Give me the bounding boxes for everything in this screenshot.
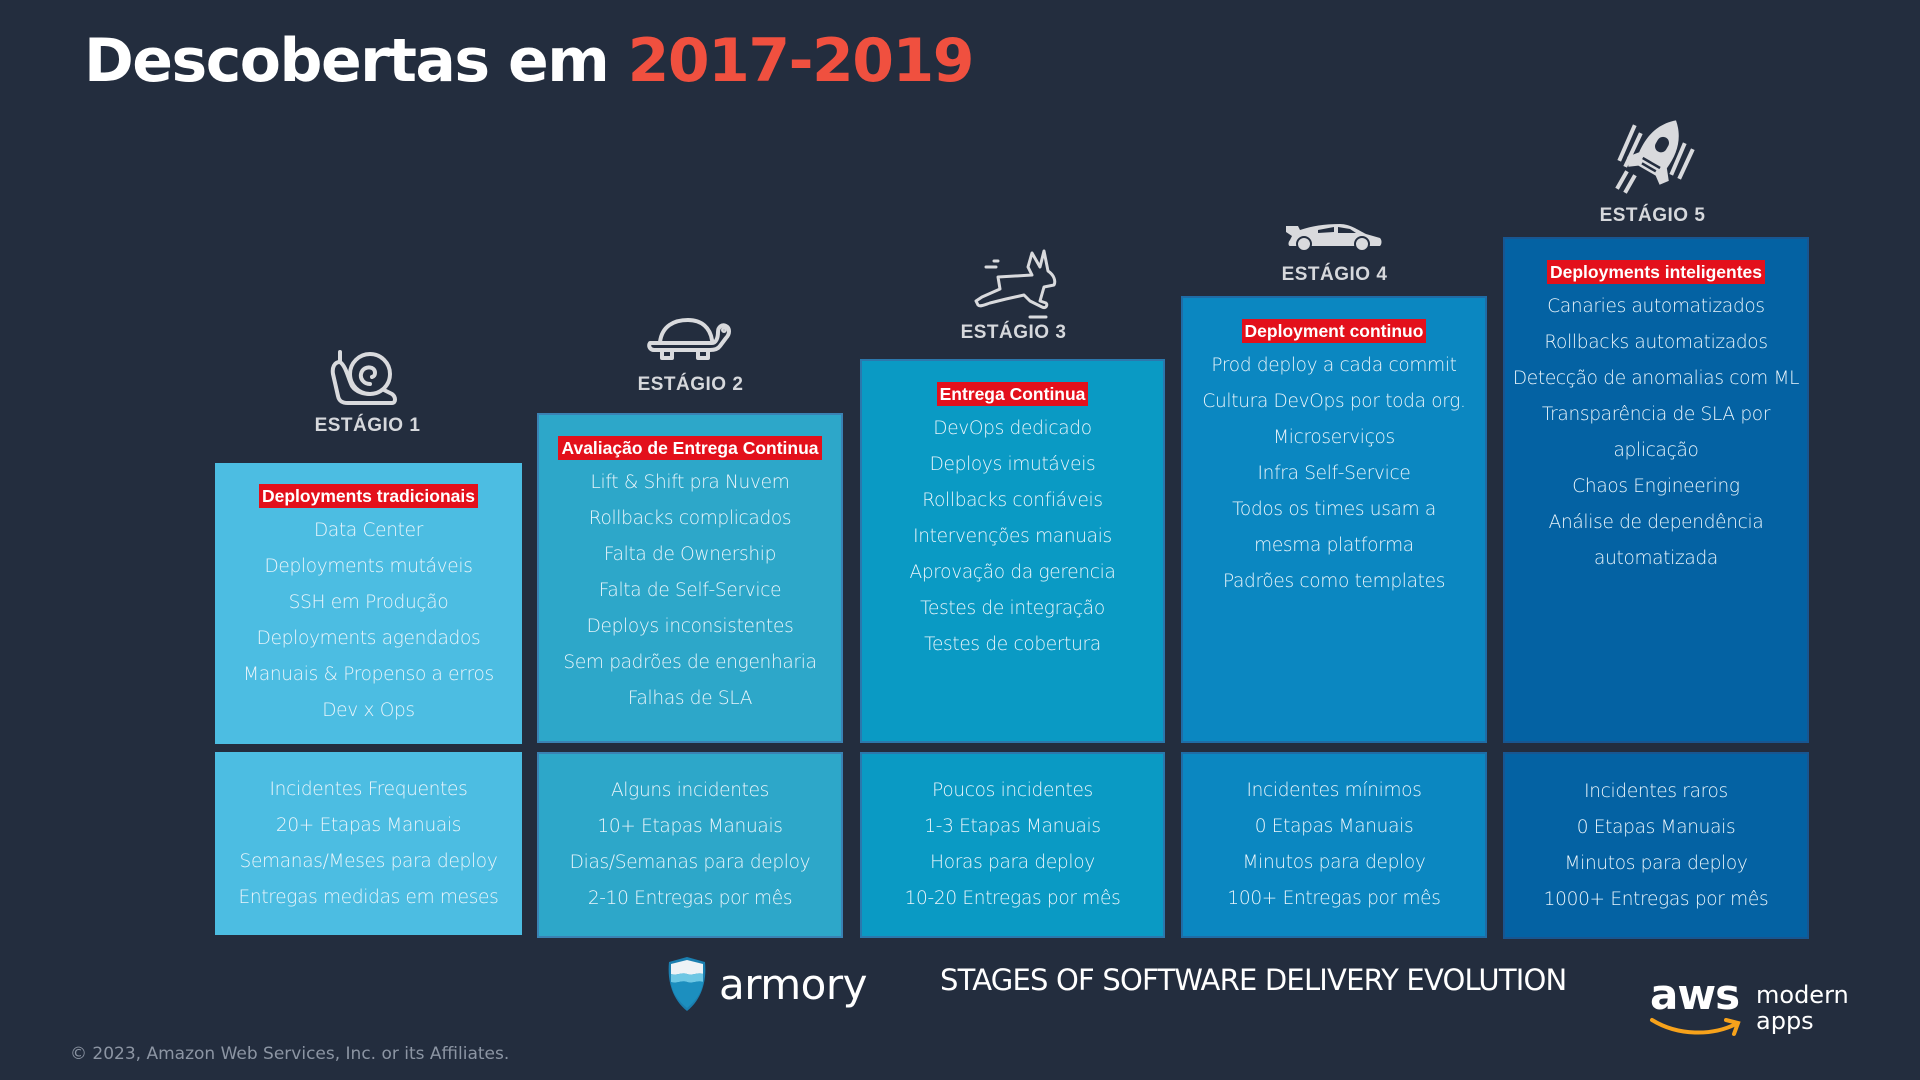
stage-1-label: ESTÁGIO 1 [314, 415, 421, 436]
metric-item: 0 Etapas Manuais [1254, 816, 1414, 837]
list-item: SSH em Produção [288, 592, 449, 613]
aws-wordmark: aws [1650, 970, 1740, 1019]
metric-item: Incidentes mínimos [1246, 780, 1422, 801]
snail-icon [330, 348, 398, 406]
stage-2-metrics: Alguns incidentes 10+ Etapas Manuais Dia… [537, 752, 843, 938]
copyright-notice: © 2023, Amazon Web Services, Inc. or its… [70, 1044, 510, 1064]
metric-item: Alguns incidentes [610, 780, 770, 801]
sports-car-icon [1284, 220, 1384, 252]
list-item: Falhas de SLA [627, 688, 753, 709]
metric-item: 10+ Etapas Manuais [597, 816, 783, 837]
turtle-icon [646, 316, 732, 362]
list-item: Manuais & Propenso a erros [243, 664, 494, 685]
title-main: Descobertas em [84, 26, 628, 96]
metric-item: Minutos para deploy [1564, 852, 1748, 874]
stage-2-heading: Avaliação de Entrega Continua [558, 436, 822, 460]
metric-item: Incidentes Frequentes [269, 778, 468, 800]
list-item: Chaos Engineering [1572, 476, 1740, 497]
metric-item: 1000+ Entregas por mês [1543, 888, 1769, 910]
list-item: Testes de cobertura [924, 634, 1101, 655]
list-item: Deployments agendados [256, 628, 481, 649]
stage-5-label: ESTÁGIO 5 [1599, 205, 1706, 226]
stage-3-label: ESTÁGIO 3 [960, 322, 1067, 343]
list-item: Aprovação da gerencia [909, 562, 1116, 583]
title-accent-years: 2017-2019 [627, 26, 975, 96]
list-item: Lift & Shift pra Nuvem [590, 472, 790, 493]
list-item: Infra Self-Service [1257, 463, 1411, 484]
stage-1-metrics: Incidentes Frequentes 20+ Etapas Manuais… [215, 752, 522, 935]
diagram-subtitle: STAGES OF SOFTWARE DELIVERY EVOLUTION [940, 963, 1567, 997]
page-title: Descobertas em 2017-2019 [84, 26, 975, 96]
stage-4-heading: Deployment continuo [1241, 319, 1427, 343]
rabbit-icon [972, 245, 1058, 321]
list-item: Deployments mutáveis [264, 556, 473, 577]
metric-item: Minutos para deploy [1242, 852, 1426, 873]
stage-4-label: ESTÁGIO 4 [1281, 264, 1388, 285]
metric-item: Dias/Semanas para deploy [569, 852, 811, 873]
stage-5-characteristics: Deployments inteligentes Canaries automa… [1503, 237, 1809, 743]
list-item: Rollbacks confiáveis [922, 490, 1103, 511]
metric-item: 10-20 Entregas por mês [904, 888, 1121, 909]
list-item: Microserviços [1273, 427, 1395, 448]
list-item: Intervenções manuais [913, 526, 1112, 547]
stage-2-label: ESTÁGIO 2 [637, 374, 744, 395]
aws-modern-apps-logo: aws modern apps [1648, 970, 1849, 1048]
list-item: Canaries automatizados [1547, 296, 1765, 317]
stage-5-heading: Deployments inteligentes [1547, 260, 1765, 284]
list-item: Cultura DevOps por toda org. [1202, 391, 1466, 412]
metric-item: 2-10 Entregas por mês [587, 888, 793, 909]
armory-shield-icon [665, 956, 709, 1012]
stage-1-heading: Deployments tradicionais [259, 484, 478, 508]
metric-item: 20+ Etapas Manuais [275, 814, 462, 836]
metric-item: Entregas medidas em meses [238, 886, 499, 908]
aws-product-line-2: apps [1756, 1007, 1814, 1035]
list-item: Transparência de SLA por aplicação [1541, 404, 1771, 461]
list-item: Dev x Ops [322, 700, 415, 721]
list-item: Falta de Self-Service [598, 580, 782, 601]
stage-3-characteristics: Entrega Continua DevOps dedicado Deploys… [860, 359, 1165, 743]
list-item: Rollbacks complicados [588, 508, 792, 529]
aws-smile-icon [1648, 1014, 1744, 1038]
stage-3-metrics: Poucos incidentes 1-3 Etapas Manuais Hor… [860, 752, 1165, 938]
aws-product-name: modern apps [1756, 982, 1849, 1034]
metric-item: 1-3 Etapas Manuais [924, 816, 1101, 837]
list-item: Falta de Ownership [603, 544, 777, 565]
armory-logo: armory [665, 955, 868, 1013]
list-item: Todos os times usam a mesma platforma [1232, 499, 1436, 556]
metric-item: 0 Etapas Manuais [1576, 816, 1736, 838]
list-item: Padrões como templates [1222, 571, 1446, 592]
list-item: Deploys imutáveis [929, 454, 1096, 475]
stage-5-metrics: Incidentes raros 0 Etapas Manuais Minuto… [1503, 752, 1809, 939]
list-item: Sem padrões de engenharia [563, 652, 817, 673]
stage-1-characteristics: Deployments tradicionais Data Center Dep… [215, 463, 522, 744]
stage-2-characteristics: Avaliação de Entrega Continua Lift & Shi… [537, 413, 843, 743]
armory-wordmark: armory [719, 959, 868, 1009]
list-item: Testes de integração [920, 598, 1105, 619]
rocket-icon [1610, 113, 1702, 197]
metric-item: Poucos incidentes [932, 780, 1093, 801]
list-item: Data Center [313, 520, 424, 541]
metric-item: Incidentes raros [1584, 780, 1728, 802]
stage-3-heading: Entrega Continua [936, 382, 1089, 406]
aws-product-line-1: modern [1756, 981, 1849, 1009]
stage-4-characteristics: Deployment continuo Prod deploy a cada c… [1181, 296, 1487, 743]
metric-item: Horas para deploy [930, 852, 1095, 873]
list-item: Rollbacks automatizados [1544, 332, 1768, 353]
list-item: Detecção de anomalias com ML [1512, 368, 1800, 389]
list-item: Deploys inconsistentes [586, 616, 794, 637]
list-item: Prod deploy a cada commit [1211, 355, 1457, 376]
metric-item: 100+ Entregas por mês [1227, 888, 1441, 909]
list-item: DevOps dedicado [933, 418, 1092, 439]
metric-item: Semanas/Meses para deploy [239, 850, 498, 872]
list-item: Análise de dependência automatizada [1548, 512, 1764, 569]
stage-4-metrics: Incidentes mínimos 0 Etapas Manuais Minu… [1181, 752, 1487, 938]
